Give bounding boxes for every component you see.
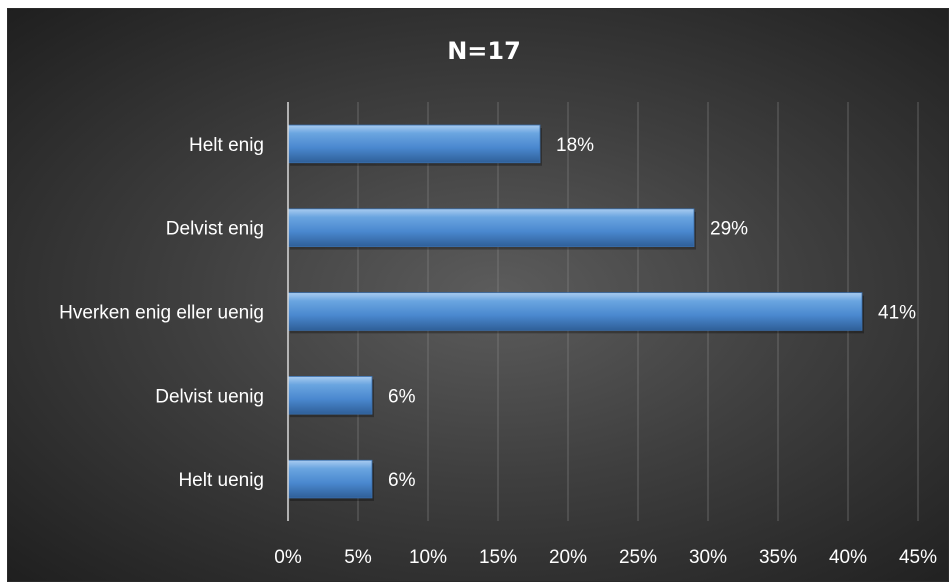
x-tick-label: 15% [479, 547, 517, 568]
x-tick-label: 35% [759, 547, 797, 568]
x-tick-label: 40% [829, 547, 867, 568]
x-axis-tick-labels: 0% 5% 10% 15% 20% 25% 30% 35% 40% 45% [274, 547, 937, 568]
category-label: Hverken enig eller uenig [59, 303, 264, 324]
x-tick-label: 5% [344, 547, 372, 568]
category-label: Delvist enig [166, 219, 264, 240]
x-tick-label: 0% [274, 547, 302, 568]
category-label: Helt enig [189, 135, 264, 156]
data-label: 29% [710, 219, 748, 240]
x-tick-label: 30% [689, 547, 727, 568]
category-label: Helt uenig [178, 470, 264, 491]
x-tick-label: 45% [899, 547, 937, 568]
bar [287, 124, 541, 164]
category-label: Delvist uenig [155, 386, 264, 407]
bar [287, 208, 695, 247]
data-label: 18% [556, 135, 594, 156]
category-labels: Helt enig Delvist enig Hverken enig eller … [59, 135, 264, 491]
data-label: 41% [878, 303, 916, 324]
bar [287, 459, 373, 499]
x-tick-label: 20% [549, 547, 587, 568]
bars [287, 124, 864, 501]
x-tick-label: 10% [409, 547, 447, 568]
bar [287, 376, 373, 415]
data-labels: 18% 29% 41% 6% 6% [388, 135, 916, 491]
data-label: 6% [388, 470, 416, 491]
x-tick-label: 25% [619, 547, 657, 568]
data-label: 6% [388, 386, 416, 407]
chart-title: N=17 [447, 37, 521, 65]
bar [287, 292, 863, 331]
